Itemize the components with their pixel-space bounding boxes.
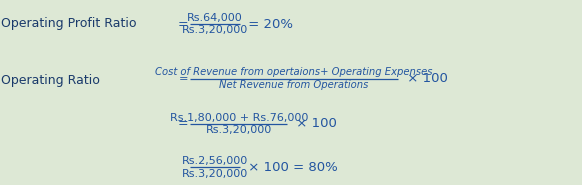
Text: Rs.2,56,000: Rs.2,56,000 (182, 156, 248, 166)
Text: Cost of Revenue from opertaions+ Operating Expenses: Cost of Revenue from opertaions+ Operati… (155, 67, 433, 77)
Text: Net Revenue from Operations: Net Revenue from Operations (219, 80, 369, 90)
Text: × 100: × 100 (292, 117, 337, 130)
Text: =: = (178, 117, 188, 130)
Text: Rs.3,20,000: Rs.3,20,000 (182, 169, 248, 179)
Text: Rs.3,20,000: Rs.3,20,000 (205, 125, 272, 135)
Text: × 100: × 100 (403, 72, 448, 85)
Text: Rs.64,000: Rs.64,000 (187, 13, 243, 23)
Text: Operating Profit Ratio: Operating Profit Ratio (1, 17, 137, 30)
Text: Rs.3,20,000: Rs.3,20,000 (182, 25, 248, 35)
Text: Operating Ratio: Operating Ratio (1, 74, 100, 87)
Text: =: = (179, 74, 188, 84)
Text: × 100 = 80%: × 100 = 80% (244, 161, 338, 174)
Text: = 20%: = 20% (244, 18, 293, 31)
Text: =: = (178, 18, 188, 31)
Text: Rs.1,80,000 + Rs.76,000: Rs.1,80,000 + Rs.76,000 (169, 113, 308, 123)
